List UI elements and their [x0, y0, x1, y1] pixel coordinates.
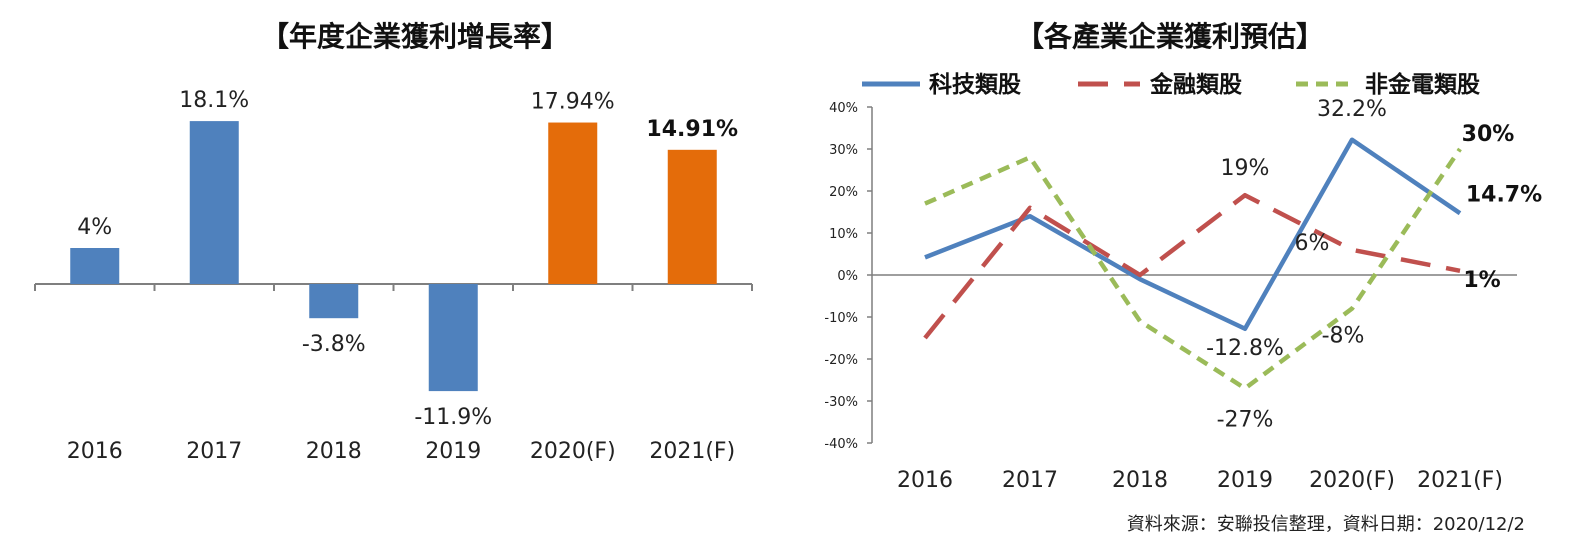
bar-data-label: 18.1% [179, 88, 249, 113]
y-tick-label: -20% [824, 353, 858, 368]
bar-data-label: 14.91% [646, 117, 738, 142]
line-data-label: 32.2% [1317, 97, 1387, 122]
bar-data-label: 17.94% [531, 90, 615, 115]
y-tick-label: -40% [824, 437, 858, 452]
y-tick-label: -30% [824, 395, 858, 410]
line-x-tick-label: 2017 [1002, 468, 1058, 493]
line-chart-title: 【各產業企業獲利預估】 [1016, 20, 1324, 53]
bar-2018 [309, 284, 359, 319]
bar-chart-title: 【年度企業獲利增長率】 [261, 20, 569, 53]
source-note: 資料來源：安聯投信整理，資料日期：2020/12/2 [1127, 514, 1525, 535]
line-data-label: -27% [1217, 407, 1274, 432]
series-line-金融類股 [923, 192, 1461, 340]
line-data-label: -8% [1322, 324, 1365, 349]
line-x-tick-label: 2020(F) [1309, 468, 1395, 493]
bar-chart-annual-profit-growth: 【年度企業獲利增長率】 4% 18.1% -3.8% -11.9% 17.94% 14.9… [34, 20, 753, 464]
bar-data-label: 4% [77, 215, 112, 240]
series-line-非金電類股 [924, 147, 1462, 391]
line-data-label: 14.7% [1466, 182, 1542, 207]
bar-x-tick-label: 2021(F) [649, 439, 735, 464]
y-tick-label: 0% [837, 269, 858, 284]
line-x-tick-label: 2019 [1217, 468, 1273, 493]
line-x-tick-label: 2016 [897, 468, 953, 493]
series-line-科技類股 [924, 137, 1462, 332]
bar-2016 [70, 248, 120, 284]
bar-x-tick-label: 2017 [186, 439, 242, 464]
bar-2017 [189, 121, 239, 284]
line-x-tick-label: 2018 [1112, 468, 1168, 493]
line-x-tick-label: 2021(F) [1417, 468, 1503, 493]
bar-x-tick-label: 2016 [67, 439, 123, 464]
bar-x-tick-label: 2020(F) [530, 439, 616, 464]
line-data-label: 1% [1463, 268, 1500, 293]
y-tick-label: -10% [824, 311, 858, 326]
line-data-label: -12.8% [1206, 336, 1284, 361]
y-tick-label: 40% [829, 101, 858, 116]
legend-label: 金融類股 [1149, 71, 1242, 98]
bar-2019 [428, 284, 478, 392]
bar-x-tick-label: 2018 [306, 439, 362, 464]
y-tick-label: 10% [829, 227, 858, 242]
bar-2021(F) [667, 149, 717, 284]
bar-data-label: -11.9% [414, 405, 492, 430]
bar-data-label: -3.8% [302, 332, 366, 357]
legend-label: 科技類股 [929, 72, 1021, 98]
line-data-label: 30% [1462, 122, 1515, 147]
line-data-label: 6% [1295, 231, 1330, 256]
legend-label: 非金電類股 [1365, 71, 1480, 98]
line-chart-industry-profit-forecast: 【各產業企業獲利預估】 科技類股 金融類股 非金電類股 40% 30% 20% 10% 0%… [824, 20, 1542, 493]
bar-2020(F) [548, 122, 598, 284]
line-data-label: 19% [1221, 156, 1270, 181]
y-tick-label: 30% [829, 143, 858, 158]
bar-x-tick-label: 2019 [425, 439, 481, 464]
y-tick-label: 20% [829, 185, 858, 200]
